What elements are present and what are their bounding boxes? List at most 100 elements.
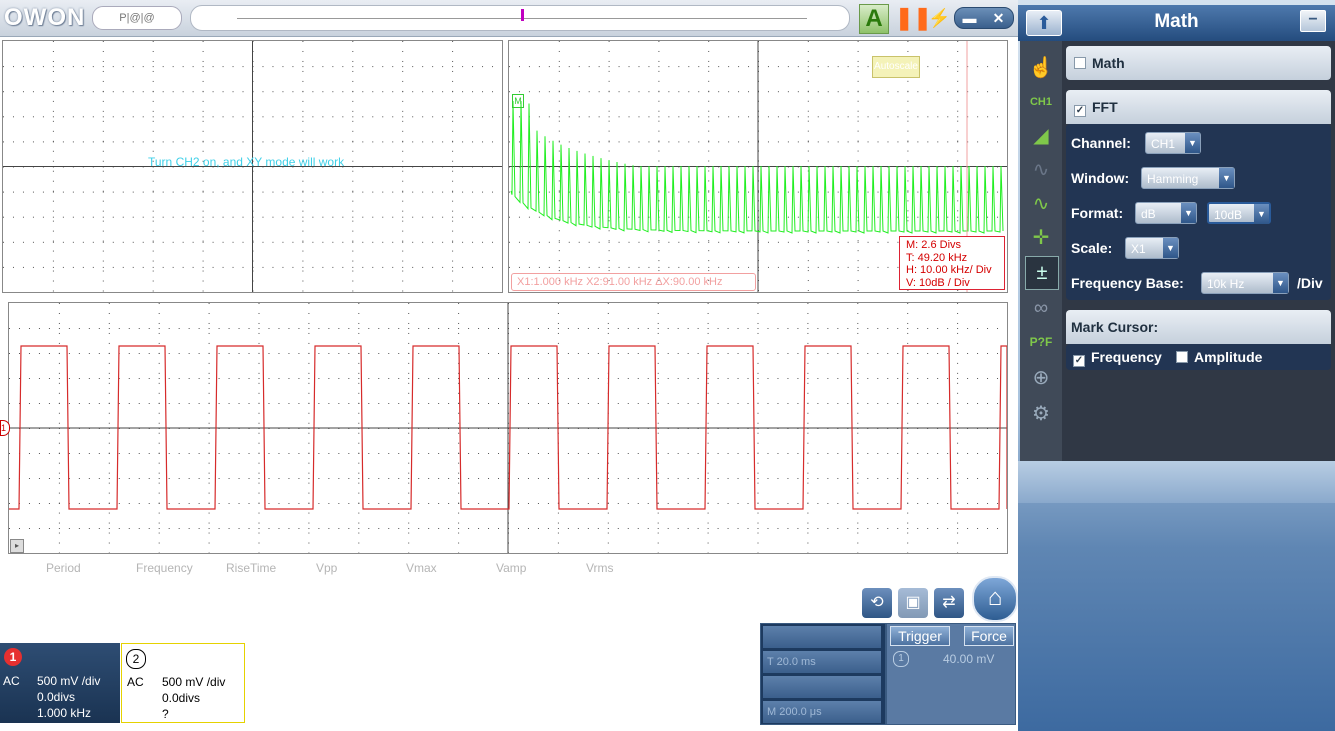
force-button[interactable]: Force xyxy=(964,626,1014,646)
zoom-fit-icon[interactable]: ⟲ xyxy=(862,588,892,618)
grid-dot xyxy=(118,378,120,379)
grid-dot xyxy=(212,66,214,68)
grid-dot xyxy=(108,392,110,394)
grid-dot xyxy=(98,353,100,354)
grid-dot xyxy=(777,453,779,454)
grid-dot xyxy=(458,362,460,364)
grid-dot xyxy=(657,472,659,474)
mark-cursor-header: Mark Cursor: xyxy=(1066,310,1331,344)
settings-gear-icon[interactable]: ⚙ xyxy=(1032,403,1050,425)
ch1-icon[interactable]: CH1 xyxy=(1029,96,1052,108)
pause-icon[interactable]: ❚❚ xyxy=(895,5,932,30)
up-arrow-icon[interactable]: ⬆ xyxy=(1026,10,1062,36)
timebase-row[interactable]: M 200.0 μs xyxy=(763,701,881,723)
grid-dot xyxy=(907,290,909,291)
grid-dot xyxy=(208,552,210,553)
grid-dot xyxy=(877,241,879,243)
grid-dot xyxy=(152,290,154,292)
collapse-panel-button[interactable]: − xyxy=(1300,10,1326,32)
link-icon[interactable]: ∞ xyxy=(1033,297,1049,319)
grid-dot xyxy=(608,150,610,152)
timebase-row[interactable] xyxy=(763,676,881,698)
frequency-base-select[interactable]: 10k Hz ▼ xyxy=(1201,272,1289,294)
trigger-marker[interactable]: ▸ xyxy=(10,539,24,553)
trigger-edge-icon[interactable]: ◢ xyxy=(1033,125,1049,147)
grid-dot xyxy=(88,378,90,379)
zoom-icon[interactable]: ⊕ xyxy=(1032,367,1050,389)
file-label[interactable]: P|@|@ xyxy=(92,6,182,30)
grid-dot xyxy=(472,216,474,218)
grid-dot xyxy=(98,453,100,454)
grid-dot xyxy=(402,170,404,172)
timebase-row[interactable] xyxy=(763,626,881,648)
grid-dot xyxy=(392,91,394,93)
grid-dot xyxy=(202,110,204,112)
timebase-row[interactable]: T 20.0 ms xyxy=(763,651,881,673)
cursor-icon[interactable]: ✛ xyxy=(1032,227,1050,249)
grid-dot xyxy=(9,528,10,529)
scale-select[interactable]: X1 ▼ xyxy=(1125,237,1179,259)
bolt-icon[interactable]: ⚡ xyxy=(928,8,951,28)
frequency-base-unit: /Div xyxy=(1297,275,1323,291)
grid-dot xyxy=(857,230,859,232)
minimize-button[interactable]: ▬ xyxy=(962,10,977,26)
grid-dot xyxy=(198,353,200,354)
grid-dot xyxy=(58,503,60,504)
grid-dot xyxy=(492,116,494,118)
grid-dot xyxy=(997,328,999,329)
grid-dot xyxy=(112,141,114,143)
math-section-header[interactable]: Math xyxy=(1066,46,1331,80)
grid-dot xyxy=(418,453,420,454)
grid-dot xyxy=(657,532,659,534)
swap-icon[interactable]: ⇄ xyxy=(934,588,964,618)
grid-dot xyxy=(847,66,849,68)
fft-section-header[interactable]: ✓ FFT xyxy=(1066,90,1331,124)
trigger-button[interactable]: Trigger xyxy=(890,626,950,646)
amplitude-checkbox[interactable] xyxy=(1176,351,1188,363)
grid-dot xyxy=(887,328,889,329)
frequency-checkbox[interactable]: ✓ xyxy=(1073,355,1085,367)
hand-pointer-icon[interactable]: ☝ xyxy=(1028,57,1054,79)
grid-dot xyxy=(757,528,759,529)
grid-dot xyxy=(408,353,410,354)
sine-wave-icon[interactable]: ∿ xyxy=(1032,159,1050,181)
amplitude-checkbox-row[interactable]: Amplitude xyxy=(1176,349,1262,365)
pass-fail-icon[interactable]: P?F xyxy=(1029,335,1053,349)
grid-dot xyxy=(302,140,304,142)
grid-dot xyxy=(458,432,460,434)
grid-dot xyxy=(372,191,374,193)
ch1-settings-box[interactable]: 1 AC 500 mV /div 0.0divs 1.000 kHz xyxy=(0,643,120,723)
math-icon[interactable]: ± xyxy=(1025,256,1059,290)
slider-position-marker[interactable] xyxy=(521,9,524,21)
trigger-position-slider[interactable] xyxy=(190,5,850,31)
math-checkbox[interactable] xyxy=(1074,57,1086,69)
grid-dot xyxy=(108,453,110,454)
window-select[interactable]: Hamming ▼ xyxy=(1141,167,1235,189)
grid-dot xyxy=(807,91,809,93)
grid-dot xyxy=(658,120,660,122)
frequency-checkbox-row[interactable]: ✓ Frequency xyxy=(1073,349,1162,367)
grid-dot xyxy=(152,266,154,268)
grid-dot xyxy=(202,170,204,172)
grid-dot xyxy=(707,492,709,494)
ch2-settings-box[interactable]: 2 AC 500 mV /div 0.0divs ? xyxy=(121,643,245,723)
grid-dot xyxy=(102,120,104,122)
grid-dot xyxy=(577,378,579,379)
grid-dot xyxy=(917,141,919,143)
save-icon[interactable]: ▣ xyxy=(898,588,928,618)
channel-select[interactable]: CH1 ▼ xyxy=(1145,132,1201,154)
ch1-level-marker[interactable]: 1 xyxy=(0,420,10,436)
grid-dot xyxy=(807,116,809,118)
waveform-icon[interactable]: ∿ xyxy=(1032,193,1050,215)
home-icon[interactable]: ⌂ xyxy=(972,576,1018,622)
fft-checkbox[interactable]: ✓ xyxy=(1074,105,1086,117)
grid-dot xyxy=(917,378,919,379)
grid-dot xyxy=(987,216,989,218)
grid-dot xyxy=(152,200,154,202)
format-select[interactable]: dB ▼ xyxy=(1135,202,1197,224)
autoset-button[interactable]: A xyxy=(859,4,889,34)
grid-dot xyxy=(787,453,789,454)
db-scale-select[interactable]: 10dB ▼ xyxy=(1207,202,1271,224)
autoscale-label[interactable]: Autoscale xyxy=(872,56,920,78)
close-button[interactable]: ✕ xyxy=(992,10,1005,26)
